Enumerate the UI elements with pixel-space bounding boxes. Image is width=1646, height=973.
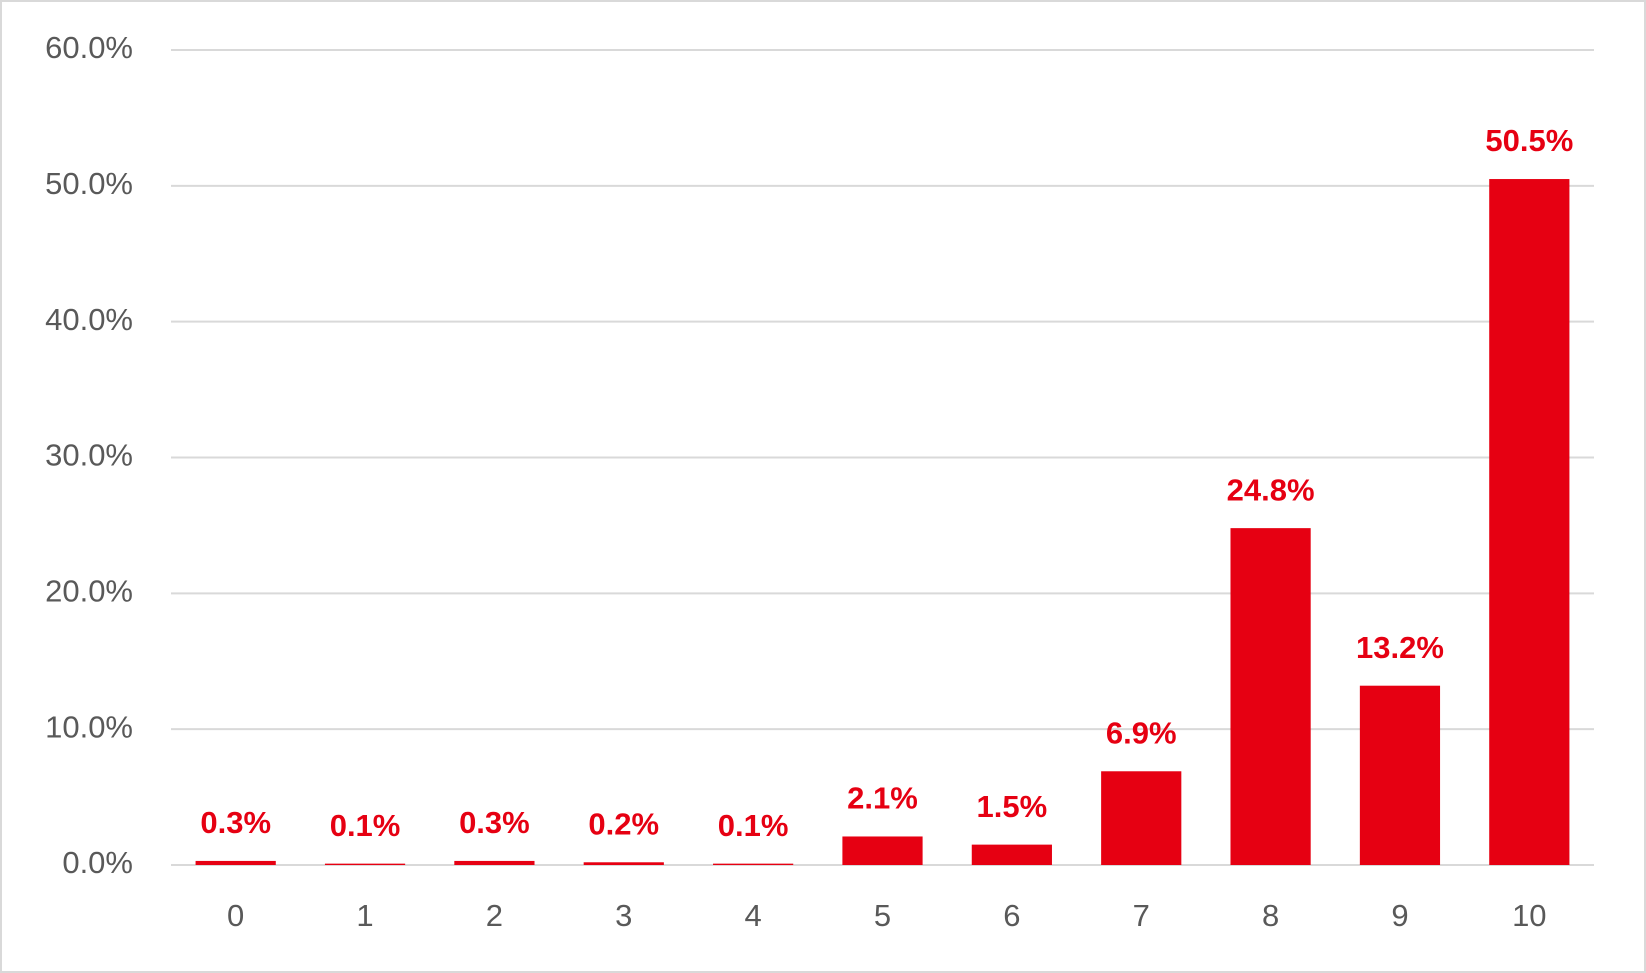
data-label: 0.3% — [200, 805, 271, 840]
x-tick-label: 0 — [227, 898, 244, 933]
x-tick-label: 5 — [874, 898, 891, 933]
bar — [1101, 771, 1182, 865]
data-label: 0.1% — [330, 808, 401, 843]
data-label: 24.8% — [1227, 472, 1315, 507]
x-tick-label: 10 — [1512, 898, 1546, 933]
data-label: 13.2% — [1356, 630, 1444, 665]
x-tick-label: 8 — [1262, 898, 1279, 933]
bar — [324, 863, 406, 865]
x-tick-label: 1 — [356, 898, 373, 933]
bar — [1359, 685, 1441, 865]
bar — [842, 836, 923, 865]
y-tick-label: 0.0% — [62, 845, 133, 880]
bar — [1489, 179, 1570, 865]
x-tick-label: 9 — [1391, 898, 1408, 933]
y-tick-label: 50.0% — [45, 166, 133, 201]
bar — [971, 844, 1052, 865]
y-tick-label: 20.0% — [45, 574, 133, 609]
data-label: 0.3% — [459, 805, 530, 840]
data-label: 2.1% — [847, 781, 918, 816]
data-label: 1.5% — [977, 789, 1048, 824]
data-label: 0.1% — [718, 808, 789, 843]
x-tick-label: 4 — [745, 898, 762, 933]
y-tick-label: 60.0% — [45, 30, 133, 65]
x-tick-label: 7 — [1133, 898, 1150, 933]
bar — [1230, 528, 1311, 865]
bar — [454, 860, 535, 865]
bar — [195, 860, 276, 865]
x-tick-label: 2 — [486, 898, 503, 933]
y-tick-label: 40.0% — [45, 302, 133, 337]
x-tick-label: 3 — [615, 898, 632, 933]
y-tick-label: 10.0% — [45, 709, 133, 744]
x-tick-label: 6 — [1003, 898, 1020, 933]
data-label: 0.2% — [588, 806, 659, 841]
bar — [583, 862, 664, 865]
data-label: 50.5% — [1485, 123, 1573, 158]
data-label: 6.9% — [1106, 715, 1177, 750]
y-tick-label: 30.0% — [45, 438, 133, 473]
bar — [713, 863, 794, 865]
